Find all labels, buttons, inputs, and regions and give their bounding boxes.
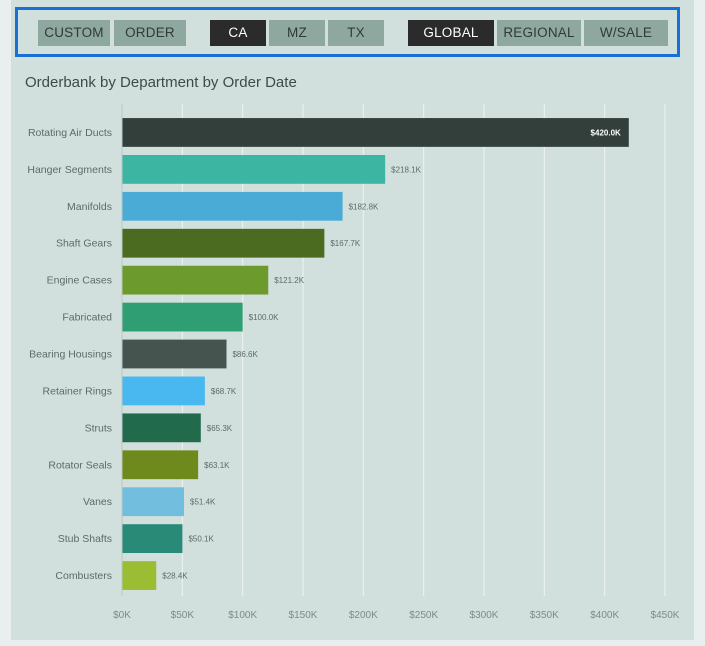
bar-fabricated[interactable] <box>122 302 243 332</box>
x-tick-label: $250K <box>409 610 438 621</box>
category-label: Retainer Rings <box>43 385 112 397</box>
category-label: Rotating Air Ducts <box>28 127 112 139</box>
bar-manifolds[interactable] <box>122 191 343 221</box>
data-label: $51.4K <box>190 498 216 507</box>
wsale-button[interactable]: W/SALE <box>584 20 668 46</box>
bar-rotating-air-ducts[interactable] <box>122 118 629 147</box>
data-label: $121.2K <box>274 276 304 285</box>
x-tick-label: $0K <box>113 610 131 621</box>
custom-button[interactable]: CUSTOM <box>38 20 110 46</box>
category-label: Stub Shafts <box>58 533 112 545</box>
x-tick-label: $450K <box>651 610 680 621</box>
bar-vanes[interactable] <box>122 487 185 517</box>
regional-button[interactable]: REGIONAL <box>497 20 581 46</box>
category-label: Combusters <box>55 570 112 582</box>
bar-struts[interactable] <box>122 413 201 443</box>
category-label: Hanger Segments <box>27 164 112 176</box>
data-label: $100.0K <box>249 313 279 322</box>
category-label: Bearing Housings <box>29 349 112 361</box>
x-tick-label: $350K <box>530 610 559 621</box>
bar-engine-cases[interactable] <box>122 265 269 295</box>
data-label: $28.4K <box>162 572 188 581</box>
data-label: $167.7K <box>330 239 360 248</box>
category-label: Engine Cases <box>47 275 112 287</box>
bar-rotator-seals[interactable] <box>122 450 199 480</box>
category-label: Manifolds <box>67 201 112 213</box>
x-tick-label: $400K <box>590 610 619 621</box>
bar-shaft-gears[interactable] <box>122 228 325 258</box>
data-label: $63.1K <box>204 461 230 470</box>
data-label: $218.1K <box>391 165 421 174</box>
x-tick-label: $200K <box>349 610 378 621</box>
bar-combusters[interactable] <box>122 561 157 590</box>
chart-title: Orderbank by Department by Order Date <box>25 74 297 91</box>
data-label: $86.6K <box>232 350 258 359</box>
data-label: $50.1K <box>188 535 214 544</box>
tx-button[interactable]: TX <box>328 20 384 46</box>
bar-hanger-segments[interactable] <box>122 154 386 184</box>
category-label: Struts <box>85 422 112 434</box>
data-label: $420.0K <box>591 128 621 137</box>
x-tick-label: $100K <box>228 610 257 621</box>
x-tick-label: $50K <box>171 610 195 621</box>
ca-button[interactable]: CA <box>210 20 266 46</box>
category-label: Rotator Seals <box>48 459 112 471</box>
x-tick-label: $150K <box>289 610 318 621</box>
data-label: $65.3K <box>207 424 233 433</box>
data-label: $182.8K <box>349 202 379 211</box>
filter-bar: CUSTOM ORDER CA MZ TX GLOBAL REGIONAL W/… <box>15 7 680 57</box>
category-label: Vanes <box>83 496 112 508</box>
data-label: $68.7K <box>211 387 237 396</box>
bar-retainer-rings[interactable] <box>122 376 205 406</box>
mz-button[interactable]: MZ <box>269 20 325 46</box>
bar-stub-shafts[interactable] <box>122 524 183 554</box>
x-tick-label: $300K <box>470 610 499 621</box>
bar-bearing-housings[interactable] <box>122 339 227 369</box>
category-label: Fabricated <box>62 312 112 324</box>
global-button[interactable]: GLOBAL <box>408 20 494 46</box>
category-label: Shaft Gears <box>56 238 112 250</box>
order-button[interactable]: ORDER <box>114 20 186 46</box>
